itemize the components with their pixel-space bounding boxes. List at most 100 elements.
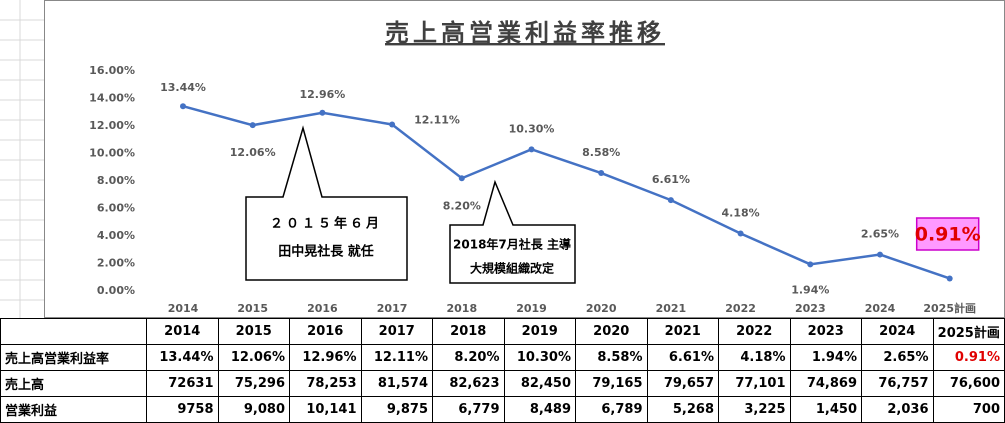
table-cell: 79,165: [575, 370, 648, 397]
table-cell: 営業利益: [0, 396, 147, 423]
value-label: 8.58%: [582, 146, 620, 159]
chart-title: 売上高営業利益率推移: [385, 19, 665, 47]
value-label: 12.06%: [230, 146, 276, 159]
table-cell: 81,574: [360, 370, 433, 397]
callout-box: [245, 125, 408, 281]
point: [249, 122, 256, 129]
table-cell: 13.44%: [146, 344, 219, 371]
value-label: 8.20%: [443, 199, 481, 212]
y-tick-label: 4.00%: [97, 229, 135, 242]
table-cell: 9758: [146, 396, 219, 423]
y-tick-label: 12.00%: [89, 119, 135, 132]
table-cell: 2017: [360, 318, 433, 345]
table-cell: 売上高: [0, 370, 147, 397]
point: [877, 251, 883, 258]
x-tick-label: 2025計画: [923, 301, 976, 315]
table-cell: 8.20%: [432, 344, 505, 371]
x-tick-label: 2022: [725, 302, 756, 315]
table-cell: 2016: [289, 318, 362, 345]
highlight-box: [915, 217, 980, 251]
table-cell: 1,450: [789, 396, 862, 423]
callout-text: 大規模組織改定: [470, 261, 554, 276]
table-cell: 2019: [503, 318, 576, 345]
table-cell: 2022: [718, 318, 791, 345]
table-cell: 12.96%: [289, 344, 362, 371]
x-tick-label: 2019: [516, 302, 547, 315]
table-cell: 6,789: [575, 396, 648, 423]
table-row: 営業利益 9758 9,080 10,141 9,875 6,779 8,489 6,789 5…: [0, 396, 1005, 423]
value-label: 1.94%: [791, 283, 829, 296]
table-cell: 6,779: [432, 396, 505, 423]
table-cell: 10,141: [289, 396, 362, 423]
table-cell: 5,268: [646, 396, 719, 423]
plot: 0.00% 2.00% 4.00% 6.00% 8.00% 10.00% 12.00% 14.…: [89, 64, 980, 315]
table-cell: 2021: [646, 318, 719, 345]
x-tick-label: 2017: [377, 302, 408, 315]
y-tick-label: 6.00%: [97, 202, 135, 215]
x-tick-label: 2020: [586, 302, 617, 315]
x-tick-label: 2018: [446, 302, 477, 315]
table-cell: 2015: [217, 318, 290, 345]
callout-text: 田中晃社長 就任: [278, 244, 374, 260]
value-label: 12.11%: [414, 113, 460, 126]
value-label: 4.18%: [722, 207, 760, 220]
table-cell: 6.61%: [646, 344, 719, 371]
x-tick-label: 2024: [865, 302, 896, 315]
table-cell: 2025計画: [932, 318, 1005, 345]
point: [528, 146, 535, 153]
point: [598, 170, 605, 177]
table-cell: 2.65%: [861, 344, 934, 371]
table-cell: 2018: [432, 318, 505, 345]
table-cell: 4.18%: [718, 344, 791, 371]
table-cell: 82,450: [503, 370, 576, 397]
x-tick-label: 2021: [656, 302, 687, 315]
value-label: 0.91%: [915, 224, 981, 246]
y-tick-label: 16.00%: [89, 64, 135, 77]
chart: 売上高営業利益率推移 0.00% 2.00% 4.00% 6.00% 8.00% 10.0…: [0, 0, 1005, 318]
table-cell: [0, 318, 147, 345]
sheet-grid: [0, 0, 45, 318]
table-cell: 8.58%: [575, 344, 648, 371]
table-cell: 79,657: [646, 370, 719, 397]
table-cell: 2014: [146, 318, 219, 345]
y-tick-label: 10.00%: [89, 147, 135, 160]
table-cell: 700: [932, 396, 1005, 423]
table-cell: 12.11%: [360, 344, 433, 371]
callout-text: 2018年7月社長 主導: [453, 237, 571, 252]
point: [319, 109, 326, 116]
value-label: 13.44%: [160, 81, 206, 94]
table-cell: 2024: [861, 318, 934, 345]
callout-text: ２０１５年６月: [270, 216, 382, 232]
table-cell: 77,101: [718, 370, 791, 397]
point: [807, 261, 814, 268]
table-cell: 76,600: [932, 370, 1005, 397]
table-cell: 8,489: [503, 396, 576, 423]
point: [667, 197, 674, 204]
y-tick-label: 14.00%: [89, 92, 135, 105]
point: [737, 230, 744, 237]
table-cell: 9,080: [217, 396, 290, 423]
table-cell: 12.06%: [217, 344, 290, 371]
value-label: 2.65%: [861, 228, 899, 241]
data-table: 2014 2015 2016 2017 2018 2019 2020 2021 2022 2023…: [0, 318, 1005, 423]
table-cell: 売上高営業利益率: [0, 344, 147, 371]
point: [180, 103, 186, 110]
table-cell: 75,296: [217, 370, 290, 397]
point: [946, 275, 953, 282]
x-tick-label: 2023: [795, 302, 826, 315]
value-label: 6.61%: [652, 173, 690, 186]
table-cell: 3,225: [718, 396, 791, 423]
value-label: 12.96%: [299, 88, 345, 101]
x-tick-label: 2014: [168, 302, 199, 315]
x-tick-label: 2016: [307, 302, 338, 315]
table-cell: 2,036: [861, 396, 934, 423]
point: [458, 175, 465, 182]
table-cell: 76,757: [861, 370, 934, 397]
y-tick-label: 0.00%: [97, 284, 135, 297]
table-row: 売上高 72631 75,296 78,253 81,574 82,623 82,450 79…: [0, 370, 1005, 397]
table-cell: 2020: [575, 318, 648, 345]
y-tick-label: 8.00%: [97, 174, 135, 187]
table-cell: 1.94%: [789, 344, 862, 371]
table-cell: 2023: [789, 318, 862, 345]
